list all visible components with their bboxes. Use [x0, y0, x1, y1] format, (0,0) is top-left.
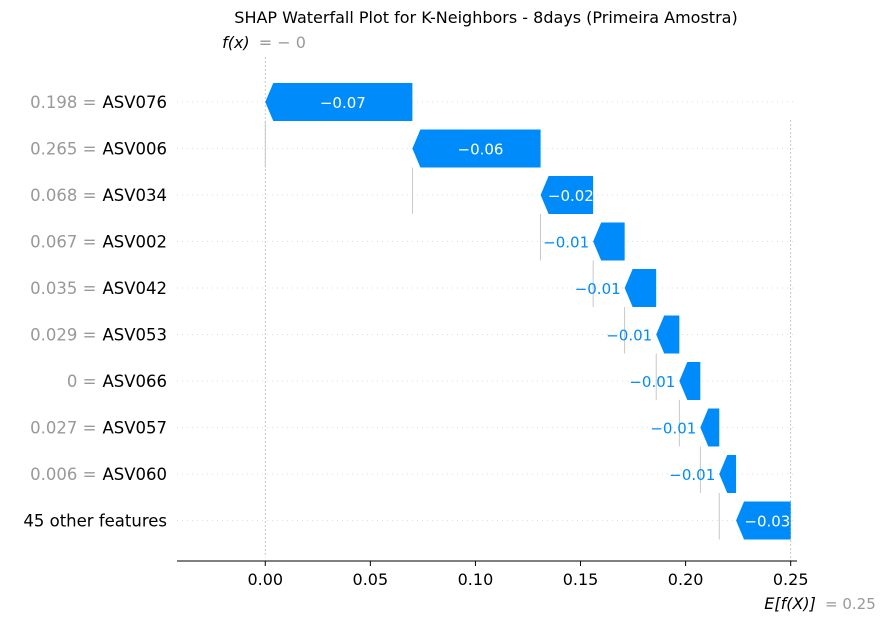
feature-label: 0 = ASV066 — [67, 372, 167, 391]
bar-value-label: −0.03 — [744, 513, 790, 531]
feature-value: 0.068 = — [30, 186, 96, 205]
feature-name: ASV006 — [102, 140, 167, 159]
feature-name: ASV066 — [102, 372, 167, 391]
shap-bar — [412, 129, 541, 168]
bar-value-label: −0.06 — [458, 141, 504, 159]
feature-name: ASV053 — [102, 326, 167, 345]
feature-name: ASV034 — [102, 186, 167, 205]
x-tick-label: 0.20 — [668, 570, 704, 589]
ex-label: E[f(X)] — [764, 594, 816, 613]
x-tick-label: 0.25 — [773, 570, 809, 589]
feature-value: 0.067 = — [30, 233, 96, 252]
feature-label: 45 other features — [23, 512, 167, 531]
bar-value-label: −0.01 — [606, 327, 652, 345]
ex-annotation: E[f(X)] = 0.25 — [764, 594, 876, 613]
feature-value: 0.027 = — [30, 419, 96, 438]
shap-bar — [656, 315, 680, 354]
feature-value: 0.006 = — [30, 465, 96, 484]
ex-value: = 0.25 — [825, 595, 876, 613]
feature-value: 0.035 = — [30, 279, 96, 298]
x-tick-label: 0.15 — [563, 570, 599, 589]
fx-annotation: f(x) = − 0 — [222, 33, 306, 52]
feature-label: 0.198 = ASV076 — [30, 93, 167, 112]
bar-value-label: −0.02 — [548, 187, 594, 205]
fx-label: f(x) — [222, 33, 250, 52]
shap-bar — [540, 176, 594, 214]
feature-name: ASV076 — [102, 93, 167, 112]
bar-value-label: −0.01 — [650, 420, 696, 438]
feature-label: 0.265 = ASV006 — [30, 140, 167, 159]
feature-value: 0.265 = — [30, 140, 96, 159]
feature-value: 0 = — [67, 372, 97, 391]
bar-value-label: −0.01 — [543, 234, 589, 252]
feature-label: 0.006 = ASV060 — [30, 465, 167, 484]
feature-name: 45 other features — [23, 512, 167, 531]
bar-value-label: −0.01 — [629, 373, 675, 391]
feature-name: ASV042 — [102, 279, 167, 298]
feature-label: 0.035 = ASV042 — [30, 279, 167, 298]
feature-name: ASV002 — [102, 233, 167, 252]
shap-bar — [265, 83, 413, 121]
feature-label: 0.068 = ASV034 — [30, 186, 167, 205]
x-tick-label: 0.05 — [353, 570, 389, 589]
chart-title: SHAP Waterfall Plot for K-Neighbors - 8d… — [234, 8, 737, 27]
feature-name: ASV060 — [102, 465, 167, 484]
shap-bar — [700, 408, 720, 447]
bar-value-label: −0.01 — [669, 466, 715, 484]
bar-value-label: −0.07 — [320, 94, 366, 112]
feature-value: 0.198 = — [30, 93, 96, 112]
feature-label: 0.027 = ASV057 — [30, 419, 167, 438]
x-tick-label: 0.00 — [247, 570, 283, 589]
feature-value: 0.029 = — [30, 326, 96, 345]
shap-bar — [719, 455, 737, 493]
shap-bar — [624, 269, 657, 307]
fx-value: = − 0 — [259, 33, 306, 52]
feature-label: 0.067 = ASV002 — [30, 233, 167, 252]
shap-bar — [593, 222, 625, 261]
x-axis-ticks: 0.00 0.05 0.10 0.15 0.20 0.25 — [247, 561, 809, 589]
bar-value-label: −0.01 — [575, 280, 621, 298]
x-tick-label: 0.10 — [458, 570, 494, 589]
shap-bar — [679, 362, 701, 400]
shap-bar — [736, 501, 791, 540]
bars: −0.07 −0.06 −0.02 −0.01 −0.01 −0.01 −0.01 −0.01… — [265, 83, 791, 540]
feature-label: 0.029 = ASV053 — [30, 326, 167, 345]
feature-name: ASV057 — [102, 419, 167, 438]
reference-lines — [264, 57, 792, 561]
